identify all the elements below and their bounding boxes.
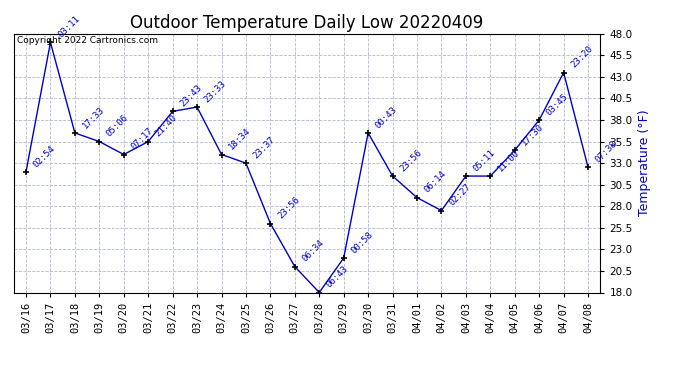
Y-axis label: Temperature (°F): Temperature (°F) <box>638 110 651 216</box>
Text: 06:34: 06:34 <box>300 238 326 264</box>
Text: 23:43: 23:43 <box>178 83 204 109</box>
Text: 23:20: 23:20 <box>569 44 595 70</box>
Text: 00:43: 00:43 <box>374 105 399 130</box>
Text: 17:33: 17:33 <box>81 105 106 130</box>
Text: 07:17: 07:17 <box>129 126 155 152</box>
Text: 06:43: 06:43 <box>325 264 351 290</box>
Text: 02:27: 02:27 <box>447 182 473 208</box>
Text: 05:11: 05:11 <box>471 148 497 173</box>
Text: 17:30: 17:30 <box>520 122 546 147</box>
Text: Copyright 2022 Cartronics.com: Copyright 2022 Cartronics.com <box>17 36 158 45</box>
Text: 21:40: 21:40 <box>154 113 179 139</box>
Text: 23:56: 23:56 <box>398 148 424 173</box>
Text: 07:38: 07:38 <box>593 139 619 165</box>
Title: Outdoor Temperature Daily Low 20220409: Outdoor Temperature Daily Low 20220409 <box>130 14 484 32</box>
Text: 23:37: 23:37 <box>252 135 277 160</box>
Text: 23:56: 23:56 <box>276 195 302 221</box>
Text: 05:06: 05:06 <box>105 113 130 139</box>
Text: 03:45: 03:45 <box>545 92 570 117</box>
Text: 23:33: 23:33 <box>203 79 228 104</box>
Text: 03:11: 03:11 <box>56 14 81 40</box>
Text: 18:34: 18:34 <box>227 126 253 152</box>
Text: 06:14: 06:14 <box>422 170 448 195</box>
Text: 02:54: 02:54 <box>32 144 57 169</box>
Text: 11:00: 11:00 <box>496 148 521 173</box>
Text: 00:58: 00:58 <box>349 230 375 255</box>
